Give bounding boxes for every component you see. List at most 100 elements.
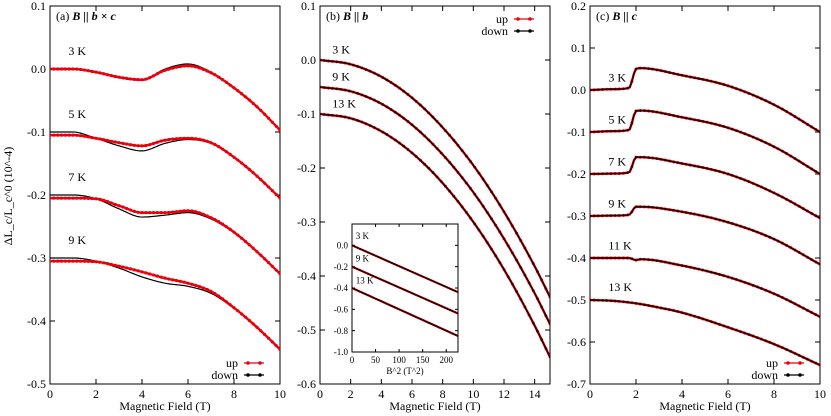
- inset-point: [417, 273, 420, 276]
- series-3K-down-point: [718, 82, 721, 85]
- inset-point: [361, 291, 364, 294]
- series-7K-down-point: [819, 217, 820, 219]
- inset-point: [404, 289, 406, 291]
- series-7K-up-point: [132, 209, 136, 213]
- series-13K-down-point: [494, 254, 497, 257]
- series-9K-up-point: [232, 306, 236, 310]
- series-3K-up-point: [263, 112, 267, 116]
- x-tick-label: 200: [439, 355, 453, 365]
- series-11K-down: [590, 257, 820, 318]
- inset-point: [422, 319, 425, 322]
- series-5K-up-point: [174, 137, 179, 141]
- series-9K-down-point: [731, 222, 734, 225]
- inset-point: [454, 333, 457, 336]
- series-5K-up-point: [79, 134, 83, 138]
- inset-point: [409, 270, 412, 272]
- series-11K-down-point: [781, 296, 784, 299]
- series-7K-up-point: [94, 197, 98, 201]
- inset-point: [457, 312, 458, 315]
- series-9K-down-point: [406, 120, 409, 123]
- inset-point: [390, 305, 393, 307]
- series-9K-down-point: [519, 266, 522, 269]
- series-5K-down-point: [802, 162, 805, 165]
- inset-point: [433, 302, 436, 304]
- y-tick-label: -0.2: [334, 262, 348, 272]
- series-7K-down-point: [739, 177, 742, 180]
- curve-label: 3 K: [332, 43, 350, 57]
- series-13K-down-point: [697, 316, 700, 319]
- series-5K-down-point: [697, 119, 700, 122]
- series-5K-down-point: [622, 129, 625, 132]
- series-9K-up-point: [121, 265, 125, 269]
- inset-point: [367, 272, 369, 275]
- series-3K-up-point: [171, 66, 175, 70]
- series-9K-up-point: [171, 278, 175, 282]
- series-13K-down-point: [731, 327, 734, 330]
- series-9K-down-point: [486, 211, 489, 214]
- series-7K-down-point: [601, 172, 604, 175]
- series-3K-down-point: [323, 59, 326, 62]
- series-7K-up-point: [117, 204, 121, 208]
- series-3K-up-point: [197, 66, 202, 70]
- series-3K-up-point: [224, 80, 228, 84]
- series-11K-down-point: [593, 257, 596, 259]
- series-9K-up-point: [113, 263, 117, 267]
- series-3K-down-point: [785, 110, 788, 113]
- series-9K-down-point: [802, 253, 805, 256]
- series-9K-up-point: [251, 322, 255, 326]
- inset-point: [380, 300, 383, 303]
- plot-frame: [589, 5, 821, 385]
- series-3K-up-point: [251, 101, 255, 105]
- series-3K-down-point: [320, 59, 321, 61]
- series-5K-up-point: [171, 137, 175, 141]
- series-3K-down-point: [748, 92, 750, 95]
- series-13K-down-point: [664, 307, 667, 310]
- series-9K-down-point: [798, 251, 800, 254]
- series-3K-down-point: [444, 129, 447, 132]
- series-3K-up-point: [255, 105, 259, 109]
- series-13K-down-point: [415, 155, 418, 158]
- series-7K-up-point: [140, 211, 144, 215]
- series-5K-up-point: [243, 164, 248, 168]
- series-3K-down-point: [415, 100, 418, 103]
- series-5K-up-point: [159, 139, 163, 143]
- y-tick-label: -0.4: [567, 251, 586, 265]
- series-9K-down-point: [777, 240, 780, 242]
- panel-condition: B || c: [611, 9, 637, 23]
- series-5K-up-point: [209, 141, 213, 145]
- y-tick-label: -0.3: [567, 209, 586, 223]
- curve-label: 3 K: [608, 71, 626, 85]
- curve-label: 5 K: [608, 113, 626, 127]
- series-3K-up-point: [220, 77, 225, 82]
- legend-label-up: up: [766, 356, 778, 370]
- inset-curve-label: 9 K: [356, 253, 370, 263]
- series-9K-down-point: [340, 88, 342, 91]
- x-tick-label: 4: [378, 387, 384, 401]
- series-3K-down-point: [727, 84, 729, 87]
- y-tick-label: -0.1: [567, 125, 586, 139]
- series-9K-down-point: [590, 215, 591, 217]
- series-7K-down-point: [748, 180, 750, 183]
- series-9K-up-point: [102, 261, 106, 265]
- series-13K-down-point: [519, 298, 522, 301]
- series-3K-down-point: [672, 72, 675, 75]
- series-9K-down-point: [814, 261, 817, 263]
- y-tick-label: 0.0: [571, 83, 586, 97]
- series-5K-up-point: [263, 181, 267, 185]
- series-5K-up-point: [220, 147, 225, 151]
- series-9K-up-point: [128, 267, 133, 271]
- series-9K-up-point: [117, 264, 121, 268]
- series-13K-down-point: [340, 115, 342, 118]
- series-13K-down-point: [722, 324, 725, 327]
- inset-point: [382, 258, 385, 261]
- inset-point: [457, 335, 458, 337]
- series-3K-down-point: [630, 80, 633, 83]
- series-3K-up-point: [52, 67, 56, 71]
- series-9K-down-point: [626, 214, 629, 216]
- series-5K-down-point: [806, 165, 809, 168]
- series-9K-down-point: [748, 228, 750, 230]
- series-5K-up-point: [182, 136, 186, 140]
- inset-point: [435, 281, 438, 284]
- series-9K-down-point: [764, 234, 767, 237]
- series-3K-up-point: [182, 64, 186, 68]
